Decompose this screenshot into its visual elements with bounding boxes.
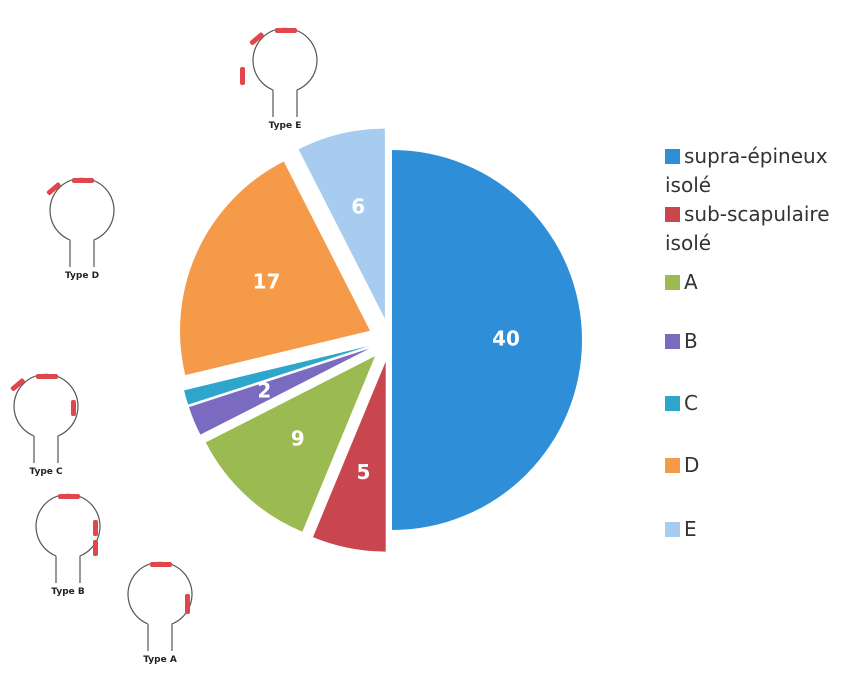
pie-slice [392,150,582,530]
legend-swatch [665,149,680,164]
bulb-outline [49,177,115,267]
bulb-marker [240,67,245,85]
pie-slice [184,345,369,405]
bulb-marker [46,182,61,196]
annotation: Type D [65,271,99,281]
legend-label: C [684,391,698,415]
bulb-marker [72,178,94,183]
bulb-marker [58,494,80,499]
legend-item: sub-scapulaire isolé [665,200,845,258]
annotation: Type C [29,467,63,477]
data-label: 2 [257,379,271,403]
bulb-marker [185,594,190,614]
legend-item: E [665,515,845,544]
bulb-marker [71,400,76,416]
pie-slice [312,361,386,552]
legend-swatch [665,275,680,290]
legend-item: D [665,451,845,480]
bulb-marker [36,374,58,379]
data-label: 5 [357,460,371,484]
bulb-outline [13,373,79,463]
annotation: Type E [269,121,302,131]
pie-slice [298,128,385,319]
bulb-marker [93,540,98,556]
data-label: 9 [291,426,305,450]
pie-slice [180,161,371,376]
bulb-marker [249,32,264,46]
data-label: 40 [492,327,520,351]
legend-label: D [684,453,700,477]
data-label: 17 [253,270,281,294]
legend-label: B [684,329,698,353]
pie-slice [205,356,376,532]
bulb-marker [275,28,297,33]
annotation: Type B [51,587,85,597]
legend-item: C [665,389,845,418]
legend-label: supra-épineux isolé [665,144,828,197]
legend-swatch [665,458,680,473]
legend-swatch [665,522,680,537]
annotation: Type A [143,655,177,665]
pie-slice [188,348,370,435]
bulb-marker [150,562,172,567]
legend-label: A [684,270,698,294]
bulb-outline [127,561,193,651]
bulb-marker [93,520,98,536]
data-label: 6 [351,194,365,218]
legend-swatch [665,334,680,349]
legend-swatch [665,207,680,222]
legend-item: B [665,327,845,356]
legend-item: A [665,268,845,297]
bulb-marker [10,378,25,392]
legend-label: E [684,517,697,541]
bulb-outline [35,493,101,583]
legend-item: supra-épineux isolé [665,142,845,200]
legend-label: sub-scapulaire isolé [665,202,830,255]
bulb-outline [252,27,318,117]
legend-swatch [665,396,680,411]
